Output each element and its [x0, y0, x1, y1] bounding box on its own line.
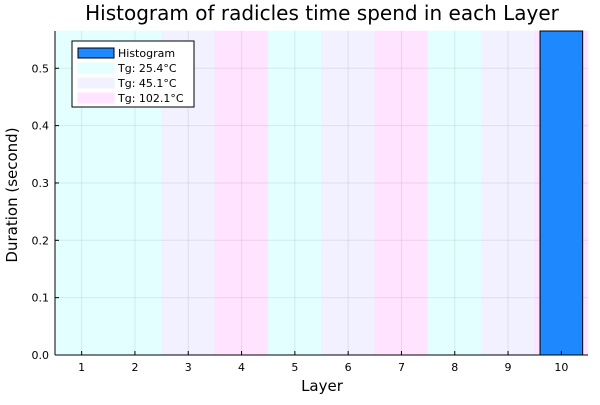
legend-swatch [77, 47, 115, 59]
layer-band [321, 30, 376, 356]
legend-swatch [77, 62, 115, 74]
x-tick-label: 1 [78, 361, 85, 374]
axes [54, 31, 588, 356]
y-tick-label: 0.4 [32, 120, 50, 133]
legend-label: Tg: 102.1°C [117, 92, 184, 105]
x-tick-label: 3 [185, 361, 192, 374]
layer-band [374, 30, 429, 356]
x-tick-label: 5 [291, 361, 298, 374]
bars [539, 30, 584, 356]
legend-label: Histogram [118, 47, 175, 60]
x-axis-label: Layer [301, 377, 344, 395]
layer-band [267, 30, 323, 356]
x-tick-labels: 1 2 3 4 5 6 7 8 9 10 [78, 361, 568, 374]
x-tick-label: 8 [451, 361, 458, 374]
y-tick-label: 0.1 [32, 292, 50, 305]
x-tick-label: 10 [554, 361, 568, 374]
layer-bands [54, 30, 589, 356]
legend-swatch [77, 77, 115, 89]
x-tick-label: 7 [398, 361, 405, 374]
y-tick-labels: 0.0 0.1 0.2 0.3 0.4 0.5 [32, 62, 50, 362]
legend-label: Tg: 45.1°C [117, 77, 177, 90]
y-axis-label: Duration (second) [3, 127, 21, 262]
legend-swatch [77, 92, 115, 104]
y-tick-label: 0.0 [32, 349, 50, 362]
legend: Histogram Tg: 25.4°C Tg: 45.1°C Tg: 102.1°C [71, 40, 195, 108]
layer-band [214, 30, 269, 356]
x-tick-label: 6 [345, 361, 352, 374]
x-tick-label: 4 [238, 361, 245, 374]
x-tick-label: 2 [131, 361, 138, 374]
y-tick-label: 0.5 [32, 62, 50, 75]
layer-band [480, 30, 536, 356]
x-tick-label: 9 [505, 361, 512, 374]
y-tick-label: 0.2 [32, 234, 50, 247]
histogram-bar [539, 30, 584, 356]
legend-label: Tg: 25.4°C [117, 62, 177, 75]
y-tick-label: 0.3 [32, 177, 50, 190]
chart-title: Histogram of radicles time spend in each… [85, 1, 560, 25]
